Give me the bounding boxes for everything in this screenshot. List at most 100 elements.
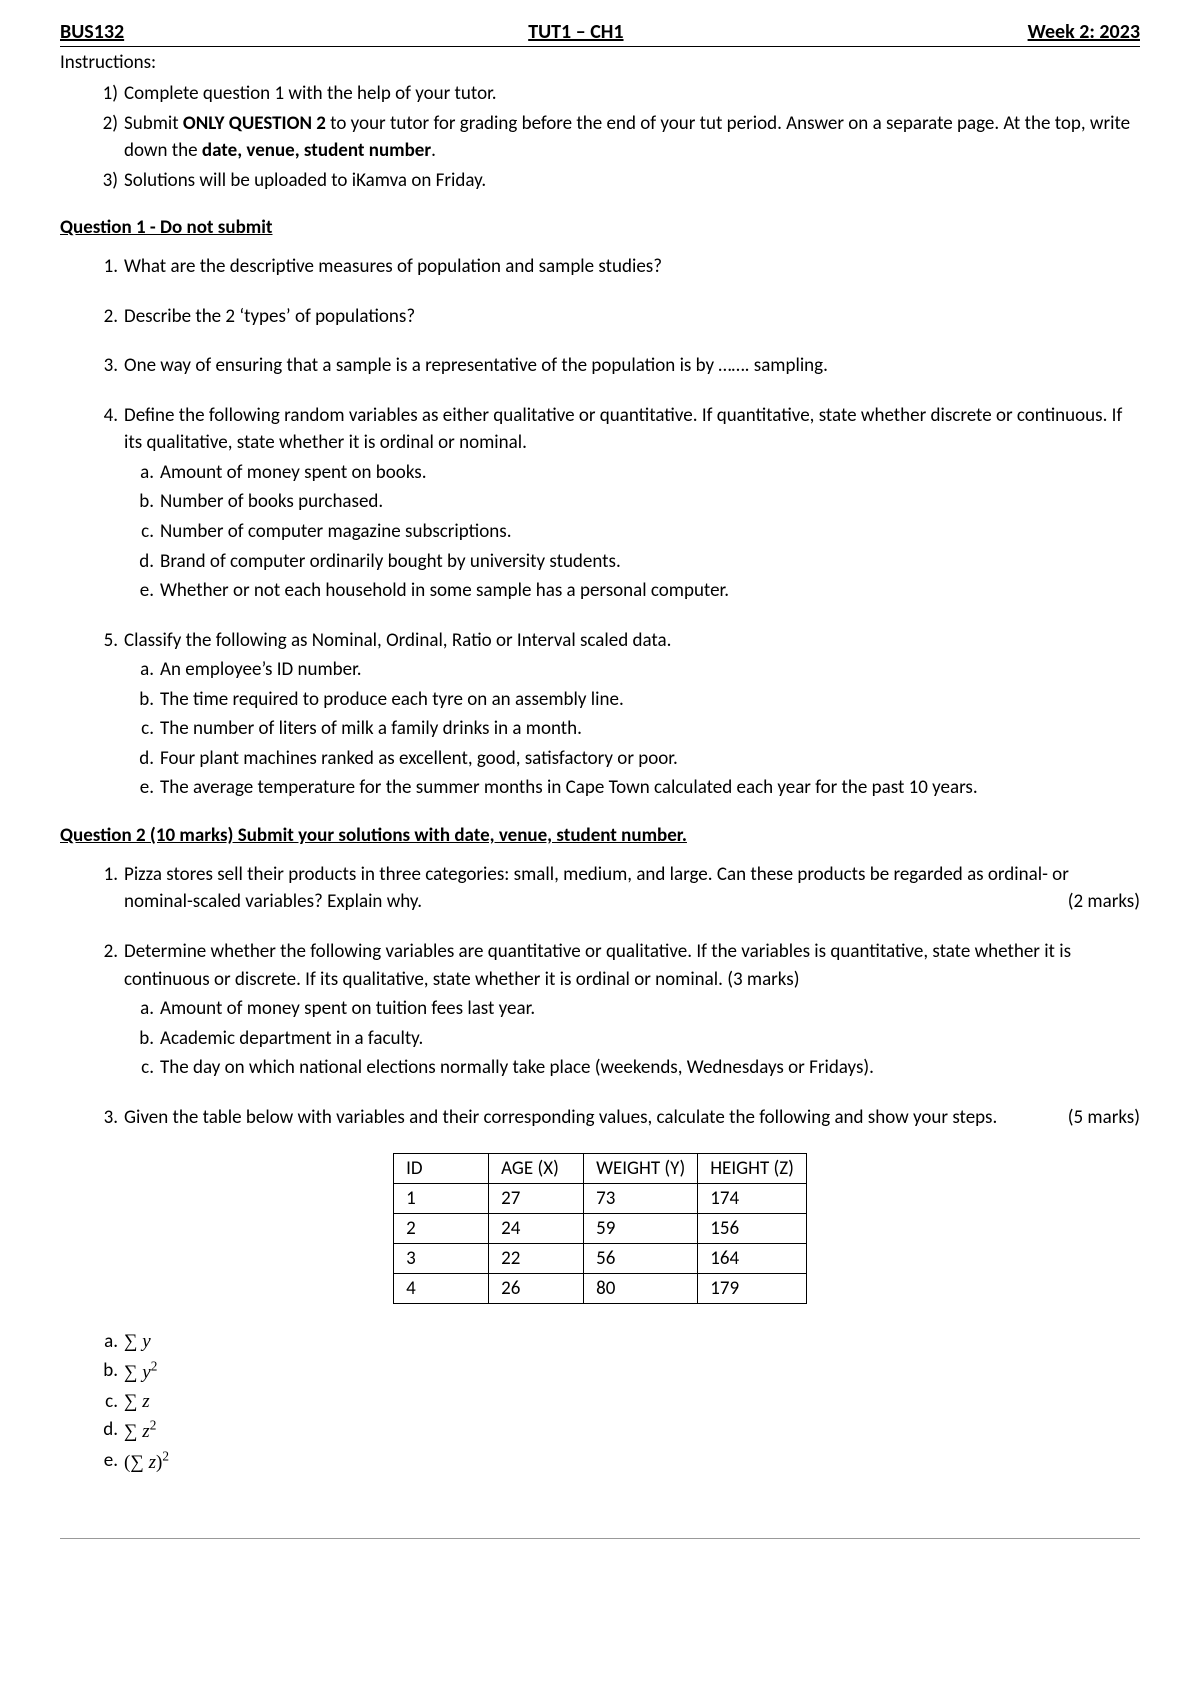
list-marker: 4. [88,402,118,430]
table-cell: 56 [584,1244,698,1274]
table-cell: 2 [394,1214,489,1244]
table-cell: 80 [584,1274,698,1304]
table-cell: 179 [698,1274,807,1304]
sub-item: a.Amount of money spent on books. [160,459,1140,487]
list-marker: d. [130,548,154,576]
formula-item: a.∑ y [124,1328,1140,1357]
question1-list: 1.What are the descriptive measures of p… [60,253,1140,802]
sub-item: b.Number of books purchased. [160,488,1140,516]
header-right: Week 2: 2023 [1028,20,1140,44]
question-item: 3.Given the table below with variables a… [124,1104,1140,1132]
question-item: 2.Describe the 2 ‘types’ of populations? [124,303,1140,331]
table-cell: 59 [584,1214,698,1244]
table-cell: 22 [489,1244,584,1274]
question-item: 3.One way of ensuring that a sample is a… [124,352,1140,380]
formula-item: d.∑ z2 [124,1416,1140,1447]
list-marker: a. [94,1328,118,1357]
list-marker: 2. [88,303,118,331]
math-expression: (∑ z)2 [124,1452,169,1473]
list-marker: a. [130,459,154,487]
marks-label: (5 marks) [1068,1104,1140,1132]
table-cell: 26 [489,1274,584,1304]
list-marker: 5. [88,627,118,655]
sub-item: b.The time required to produce each tyre… [160,686,1140,714]
sub-item: c.The number of liters of milk a family … [160,715,1140,743]
list-marker: 1. [88,861,118,889]
list-marker: 2. [88,938,118,966]
math-expression: ∑ z2 [124,1421,156,1442]
table-header-cell: WEIGHT (Y) [584,1154,698,1184]
page-header: BUS132 TUT1 – CH1 Week 2: 2023 [60,20,1140,47]
table-cell: 3 [394,1244,489,1274]
table-body: 12773174224591563225616442680179 [394,1184,807,1304]
marks-label: (2 marks) [1068,888,1140,916]
list-marker: b. [130,686,154,714]
question2-list: 1.Pizza stores sell their products in th… [60,861,1140,1131]
sub-list: a.Amount of money spent on books.b.Numbe… [124,459,1140,605]
sub-item: d.Brand of computer ordinarily bought by… [160,548,1140,576]
formula-list: a.∑ yb.∑ y2c.∑ zd.∑ z2e.(∑ z)2 [60,1328,1140,1477]
instruction-item: 2)Submit ONLY QUESTION 2 to your tutor f… [124,110,1140,165]
math-expression: ∑ z [124,1391,150,1412]
question-item: 4.Define the following random variables … [124,402,1140,605]
question-item: 5.Classify the following as Nominal, Ord… [124,627,1140,802]
formula-item: e.(∑ z)2 [124,1447,1140,1478]
question-item: 1.What are the descriptive measures of p… [124,253,1140,281]
list-marker: 1) [88,80,118,108]
table-row: 42680179 [394,1274,807,1304]
header-left: BUS132 [60,20,124,44]
table-header-cell: HEIGHT (Z) [698,1154,807,1184]
list-marker: b. [130,488,154,516]
list-marker: c. [130,518,154,546]
sub-item: a.Amount of money spent on tuition fees … [160,995,1140,1023]
sub-item: c.The day on which national elections no… [160,1054,1140,1082]
list-marker: 3) [88,167,118,195]
list-marker: d. [130,745,154,773]
table-cell: 4 [394,1274,489,1304]
instruction-item: 3)Solutions will be uploaded to iKamva o… [124,167,1140,195]
instructions-label: Instructions: [60,51,1140,74]
table-row: 12773174 [394,1184,807,1214]
list-marker: e. [130,577,154,605]
sub-item: d.Four plant machines ranked as excellen… [160,745,1140,773]
list-marker: a. [130,656,154,684]
header-center: TUT1 – CH1 [528,20,623,44]
table-header-row: IDAGE (X)WEIGHT (Y)HEIGHT (Z) [394,1154,807,1184]
instruction-item: 1)Complete question 1 with the help of y… [124,80,1140,108]
list-marker: b. [130,1025,154,1053]
list-marker: a. [130,995,154,1023]
table-cell: 156 [698,1214,807,1244]
question-item: 1.Pizza stores sell their products in th… [124,861,1140,916]
list-marker: 3. [88,1104,118,1132]
formula-item: b.∑ y2 [124,1357,1140,1388]
sub-item: e.Whether or not each household in some … [160,577,1140,605]
sub-item: c.Number of computer magazine subscripti… [160,518,1140,546]
table-cell: 73 [584,1184,698,1214]
table-header-cell: ID [394,1154,489,1184]
footer-rule [60,1538,1140,1539]
table-cell: 174 [698,1184,807,1214]
list-marker: 3. [88,352,118,380]
sub-list: a.An employee’s ID number.b.The time req… [124,656,1140,802]
sub-item: a.An employee’s ID number. [160,656,1140,684]
math-expression: ∑ y [124,1331,151,1352]
table-row: 22459156 [394,1214,807,1244]
list-marker: c. [130,715,154,743]
data-table: IDAGE (X)WEIGHT (Y)HEIGHT (Z) 1277317422… [393,1153,807,1304]
list-marker: e. [94,1447,118,1476]
list-marker: b. [94,1357,118,1386]
document-page: BUS132 TUT1 – CH1 Week 2: 2023 Instructi… [0,0,1200,1697]
list-marker: c. [94,1388,118,1417]
table-row: 32256164 [394,1244,807,1274]
instructions-list: 1)Complete question 1 with the help of y… [60,80,1140,194]
list-marker: e. [130,774,154,802]
table-cell: 1 [394,1184,489,1214]
sub-item: e.The average temperature for the summer… [160,774,1140,802]
table-cell: 27 [489,1184,584,1214]
question2-heading: Question 2 (10 marks) Submit your soluti… [60,824,1140,847]
math-expression: ∑ y2 [124,1362,157,1383]
question-item: 2.Determine whether the following variab… [124,938,1140,1082]
table-cell: 164 [698,1244,807,1274]
list-marker: 1. [88,253,118,281]
list-marker: d. [94,1416,118,1445]
